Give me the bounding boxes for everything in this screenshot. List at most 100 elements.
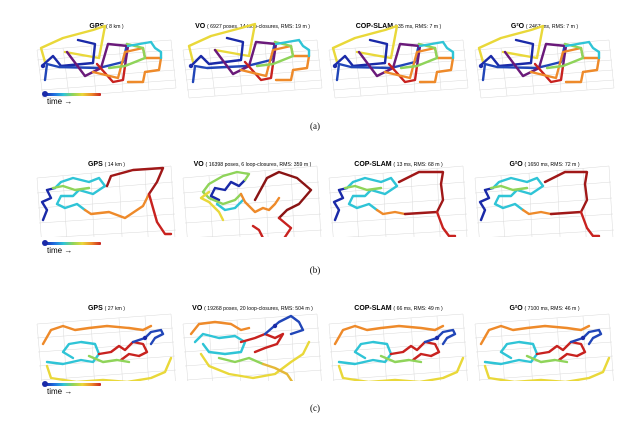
time-colorbar [45, 242, 101, 245]
panel-title: COP-SLAM ( 66 ms, RMS: 49 m ) [325, 305, 472, 313]
trajectory-segment [199, 190, 225, 222]
panel-method-name: G²O [510, 23, 525, 30]
panel-title: G²O ( 1650 ms, RMS: 72 m ) [471, 161, 618, 169]
panel-method-name: GPS [87, 305, 103, 312]
trajectory-segment [543, 170, 589, 216]
trajectory-segment [107, 42, 147, 70]
start-marker [42, 381, 48, 387]
trajectory-segment [53, 176, 107, 212]
trajectory-segment [213, 40, 278, 76]
trajectory-plot [328, 313, 469, 381]
trajectory-plot [328, 24, 469, 99]
time-colorbar [45, 93, 101, 96]
trajectory-segment [337, 340, 393, 366]
trajectory-segment [399, 42, 439, 70]
panel-method-name: VO [195, 23, 206, 30]
panel-title: COP-SLAM ( 13 ms, RMS: 68 m ) [325, 161, 472, 169]
trajectory-segment [375, 208, 407, 216]
trajectory-segment [489, 184, 529, 192]
trajectory-segment [477, 24, 545, 64]
trajectory-segment [478, 186, 495, 222]
trajectory-segment [83, 192, 151, 220]
panel-title: G²O ( 7100 ms, RMS: 46 m ) [471, 305, 618, 313]
panel-method-name: G²O [509, 305, 523, 312]
time-colorbar [45, 383, 101, 386]
panel-details: ( 35 ms, RMS: 7 m ) [394, 24, 442, 30]
trajectory-segment [65, 42, 130, 78]
trajectory-segment [239, 192, 281, 214]
panel-b-g2o: G²O ( 1650 ms, RMS: 72 m ) [471, 138, 618, 237]
trajectory-segment [126, 40, 163, 60]
time-legend-text: time → [47, 97, 73, 106]
trajectory-segment [199, 340, 311, 380]
panel-method-name: COP-SLAM [354, 161, 392, 168]
trajectory-segment [379, 354, 423, 364]
trajectory-segment [274, 38, 311, 58]
trajectory-segment [331, 24, 399, 64]
trajectory-segment [389, 340, 441, 362]
trajectory-segment [51, 184, 91, 192]
panel-method-name: GPS [89, 23, 105, 30]
trajectory-segment [209, 178, 247, 202]
trajectory-plot [182, 22, 323, 99]
panel-title: COP-SLAM ( 35 ms, RMS: 7 m ) [325, 23, 472, 31]
panel-title: VO ( 16398 poses, 6 loop-closures, RMS: … [179, 161, 326, 169]
trajectory-segment [91, 46, 163, 84]
trajectory-segment [45, 356, 173, 381]
panel-b-copslam: COP-SLAM ( 13 ms, RMS: 68 m ) [325, 138, 472, 237]
panel-title: GPS ( 27 km ) [33, 305, 180, 313]
panel-method-name: VO [192, 305, 203, 312]
trajectory-segment [215, 198, 245, 212]
trajectory-segment [435, 210, 457, 237]
trajectory-segment [41, 324, 153, 346]
trajectory-segment [521, 208, 553, 216]
trajectory-segment [357, 42, 422, 78]
trajectory-segment [147, 192, 173, 236]
panel-details: ( 19268 poses, 20 loop-closures, RMS: 50… [204, 306, 313, 312]
trajectory-plot [36, 165, 177, 237]
trajectory-plot [328, 165, 469, 237]
panel-b-gps: GPS ( 14 km ) [33, 138, 180, 237]
panel-details: ( 13 ms, RMS: 68 m ) [393, 162, 443, 168]
trajectory-segment [261, 362, 294, 381]
trajectory-segment [255, 40, 295, 68]
time-legend-text: time → [47, 246, 73, 255]
trajectory-segment [187, 22, 257, 64]
panel-c-vo: VO ( 19268 poses, 20 loop-closures, RMS:… [179, 282, 326, 381]
trajectory-segment [479, 324, 591, 346]
trajectory-plot [474, 165, 615, 237]
trajectory-segment [383, 46, 455, 84]
trajectory-segment [95, 62, 127, 84]
trajectory-segment [251, 216, 293, 237]
panel-title: VO ( 6927 poses, 14 loop-closures, RMS: … [179, 23, 326, 31]
trajectory-segment [201, 170, 251, 206]
trajectory-segment [97, 340, 149, 362]
trajectory-segment [533, 62, 565, 84]
start-marker [188, 63, 194, 69]
panel-method-name: COP-SLAM [355, 23, 394, 30]
trajectory-segment [564, 40, 601, 60]
panel-method-name: COP-SLAM [354, 305, 392, 312]
panel-title: VO ( 19268 poses, 20 loop-closures, RMS:… [179, 305, 326, 313]
trajectory-segment [332, 186, 349, 222]
panel-details: ( 14 km ) [104, 162, 126, 168]
trajectory-segment [217, 356, 265, 366]
trajectory-plot [182, 165, 323, 237]
trajectory-segment [253, 170, 313, 220]
trajectory-segment [189, 320, 251, 336]
panel-method-name: VO [193, 161, 204, 168]
trajectory-plot [474, 24, 615, 99]
panel-c-gps: GPS ( 27 km ) [33, 282, 180, 381]
start-marker [42, 91, 48, 97]
panel-title: GPS ( 8 km ) [33, 23, 180, 31]
trajectory-segment [529, 46, 601, 84]
trajectory-segment [40, 186, 57, 222]
trajectory-segment [345, 176, 399, 212]
trajectory-segment [105, 166, 165, 196]
trajectory-segment [535, 340, 587, 362]
trajectory-segment [87, 354, 131, 364]
trajectory-segment [39, 24, 107, 64]
start-marker [434, 335, 440, 341]
trajectory-segment [239, 44, 311, 82]
time-legend-text: time → [47, 387, 73, 396]
